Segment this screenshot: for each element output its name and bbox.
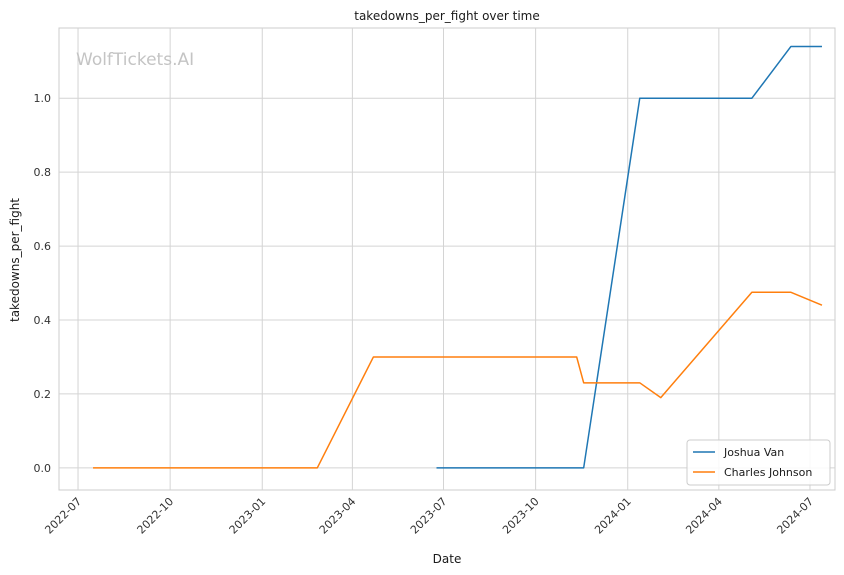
x-tick-label: 2022-07: [42, 495, 84, 537]
legend-box: [686, 439, 831, 486]
series-line-joshua-van: [436, 45, 822, 469]
y-tick-label: 0.4: [34, 314, 52, 327]
x-tick-label: 2023-10: [500, 495, 542, 537]
y-tick-label: 0.8: [34, 166, 52, 179]
x-axis-label: Date: [433, 552, 462, 566]
x-axis-ticks: 2022-07 2022-10 2023-01 2023-04 2023-07 2023-…: [42, 495, 816, 537]
series-lines: [93, 45, 823, 469]
x-tick-label: 2023-07: [408, 495, 450, 537]
y-tick-label: 0.0: [34, 462, 52, 475]
y-axis-ticks: 0.0 0.2 0.4 0.6 0.8 1.0: [34, 92, 52, 475]
watermark: WolfTickets.AI: [76, 50, 194, 70]
x-tick-label: 2023-01: [227, 495, 269, 537]
y-axis-label: takedowns_per_fight: [8, 198, 22, 322]
x-tick-label: 2022-10: [135, 495, 177, 537]
chart-title: takedowns_per_fight over time: [354, 9, 540, 23]
y-tick-label: 1.0: [34, 92, 52, 105]
x-tick-label: 2024-07: [774, 495, 816, 537]
y-tick-label: 0.2: [34, 388, 52, 401]
x-tick-label: 2024-04: [683, 495, 725, 537]
x-tick-label: 2023-04: [317, 495, 359, 537]
legend-entry: Charles Johnson: [724, 466, 812, 479]
legend: Joshua Van Charles Johnson: [686, 439, 831, 486]
plot-area: [58, 27, 836, 491]
series-line-charles-johnson: [93, 291, 823, 469]
x-tick-label: 2024-01: [592, 495, 634, 537]
y-tick-label: 0.6: [34, 240, 52, 253]
legend-entry: Joshua Van: [723, 446, 784, 459]
